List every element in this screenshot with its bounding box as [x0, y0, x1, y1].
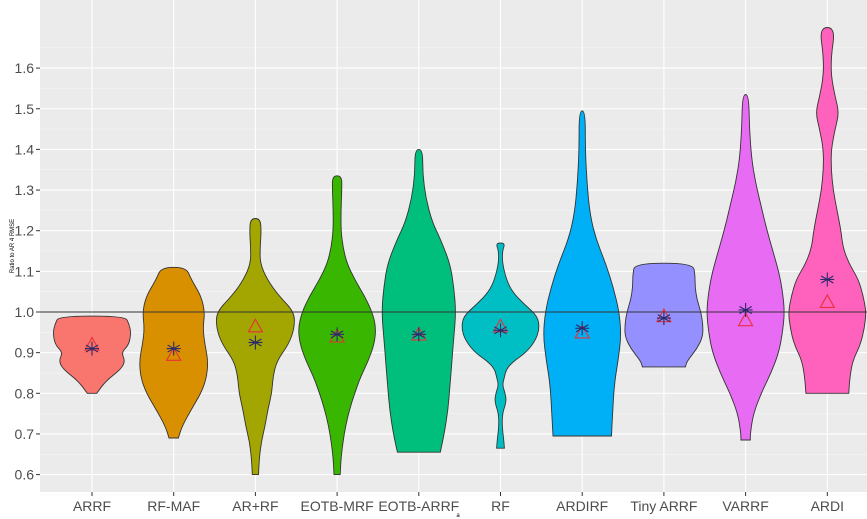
- x-tick-label: AR+RF: [232, 498, 278, 514]
- mean-asterisk-marker: [820, 272, 835, 287]
- mean-asterisk-marker: [330, 327, 345, 342]
- y-tick-label: 1.4: [15, 141, 35, 157]
- mean-asterisk-marker: [248, 335, 263, 350]
- violin-rf: [461, 242, 540, 449]
- x-tick-label: ARRF: [73, 498, 111, 514]
- y-tick-label: 0.7: [15, 426, 35, 442]
- x-tick-label: ARDI: [811, 498, 844, 514]
- y-axis-ticks: 0.6 0.7 0.8 0.9 1.0 1.1 1.2 1.3 1.4 1.5 1.6: [15, 60, 40, 483]
- x-tick-label: EOTB-ARRF: [378, 498, 459, 514]
- x-tick-label: EOTB-MRF: [301, 498, 374, 514]
- x-tick-label: VARRF: [722, 498, 768, 514]
- violin-varrf: [706, 94, 785, 441]
- mean-asterisk-marker: [411, 327, 426, 342]
- median-triangle-marker: [165, 346, 182, 361]
- median-triangle-marker: [329, 328, 346, 343]
- y-tick-label: 1.5: [15, 101, 35, 117]
- x-axis-ticks: ARRF RF-MAF AR+RF EOTB-MRF EOTB-ARRF RF ARDIRF…: [73, 492, 844, 514]
- median-triangle-marker: [247, 318, 264, 333]
- x-tick-label: ARDIRF: [556, 498, 608, 514]
- violin-ardi: [788, 27, 867, 394]
- x-tick-label: RF-MAF: [147, 498, 200, 514]
- y-tick-label: 1.3: [15, 182, 35, 198]
- mean-asterisk-marker: [656, 311, 671, 326]
- x-axis-label: a: [456, 513, 460, 519]
- mean-asterisk-marker: [575, 321, 590, 336]
- y-tick-label: 0.8: [15, 385, 35, 401]
- summary-markers: [84, 272, 836, 361]
- mean-asterisk-marker: [738, 302, 753, 317]
- violin-ardirf: [543, 110, 622, 437]
- y-tick-label: 1.2: [15, 223, 35, 239]
- mean-asterisk-marker: [493, 323, 508, 338]
- y-axis-label: Ratio to AR 4 RMSE: [10, 219, 16, 273]
- y-tick-label: 1.6: [15, 60, 35, 76]
- mean-asterisk-marker: [166, 341, 181, 356]
- violin-eotb-mrf: [298, 175, 376, 476]
- x-tick-label: RF: [491, 498, 510, 514]
- median-triangle-marker: [737, 311, 754, 327]
- x-tick-label: Tiny ARRF: [630, 498, 697, 514]
- y-tick-label: 0.9: [15, 345, 35, 361]
- median-triangle-marker: [574, 324, 591, 339]
- median-triangle-marker: [819, 293, 836, 308]
- mean-asterisk-marker: [85, 341, 99, 356]
- violin-eotb-arrf: [381, 148, 456, 453]
- y-tick-label: 0.6: [15, 467, 35, 483]
- y-tick-label: 1.1: [15, 263, 35, 279]
- y-tick-label: 1.0: [15, 304, 35, 320]
